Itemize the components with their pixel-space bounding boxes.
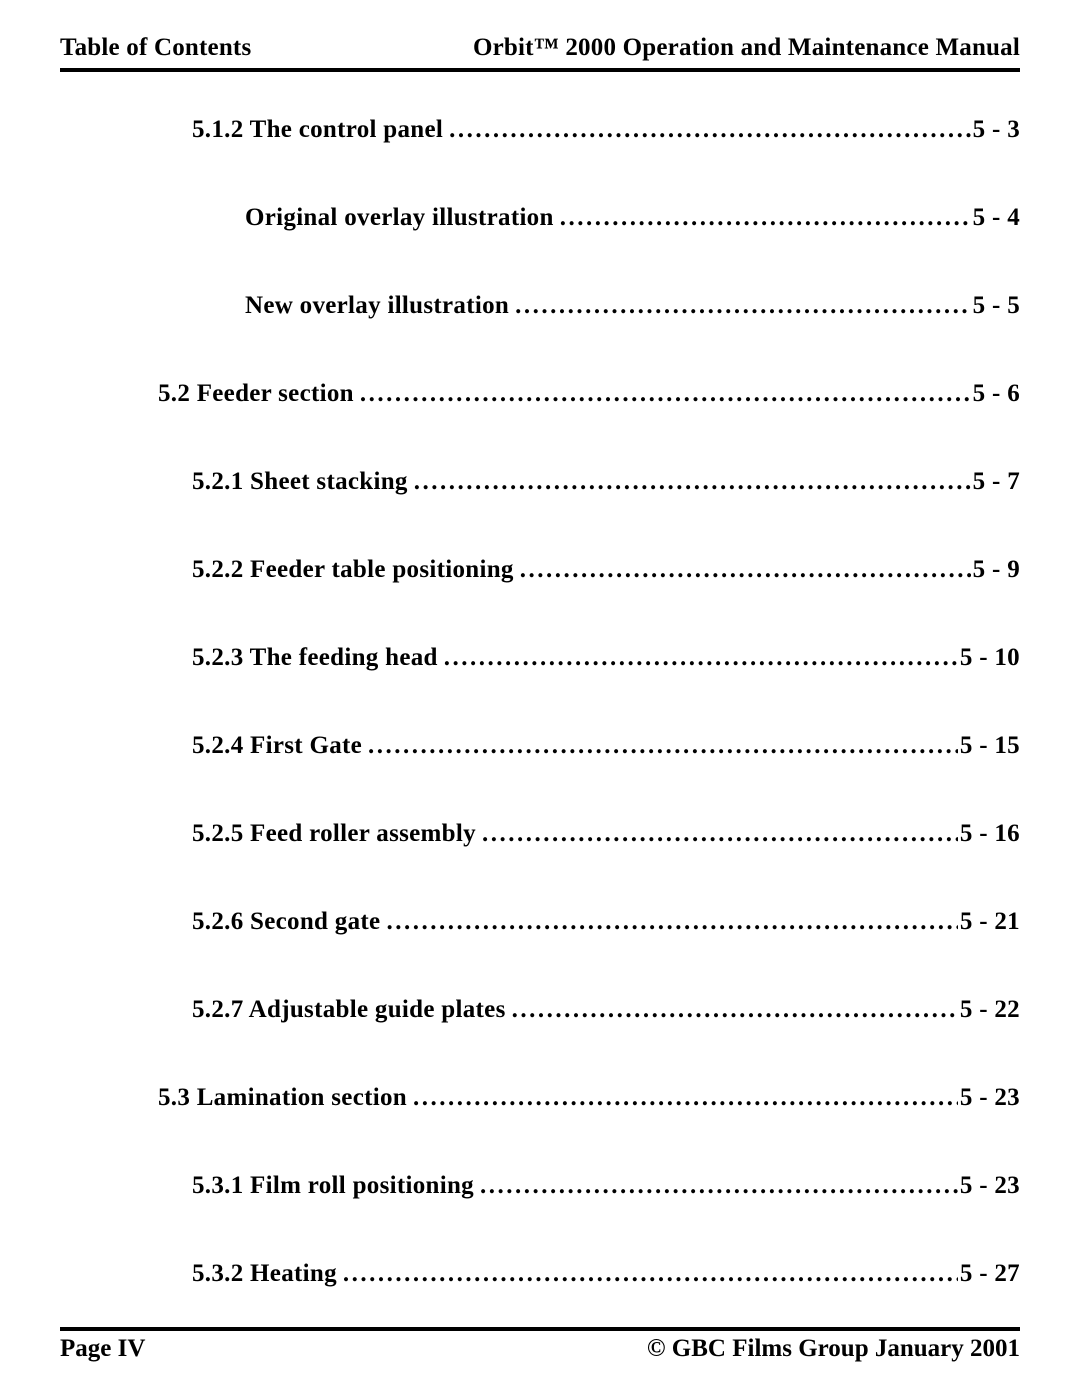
toc-entry-label: 5.2.7 Adjustable guide plates [192, 996, 512, 1024]
toc-dot-leader: ........................................… [413, 1084, 958, 1112]
toc-entry: 5.2.4 First Gate .......................… [60, 732, 1020, 760]
header-right: Orbit™ 2000 Operation and Maintenance Ma… [473, 34, 1020, 62]
toc-entry-page: 5 - 10 [958, 644, 1020, 672]
toc-entry-page: 5 - 23 [958, 1172, 1020, 1200]
toc-entry: 5.2.6 Second gate ......................… [60, 908, 1020, 936]
toc-entry: 5.2.7 Adjustable guide plates ..........… [60, 996, 1020, 1024]
toc-dot-leader: ........................................… [368, 732, 958, 760]
toc-entry-label: 5.2.3 The feeding head [192, 644, 444, 672]
toc-entry-label: Original overlay illustration [245, 204, 560, 232]
toc-entry: 5.2 Feeder section .....................… [60, 380, 1020, 408]
footer-right: © GBC Films Group January 2001 [647, 1335, 1020, 1363]
toc-entry: 5.3.1 Film roll positioning ............… [60, 1172, 1020, 1200]
table-of-contents: 5.1.2 The control panel ................… [60, 116, 1020, 1288]
toc-entry-page: 5 - 21 [958, 908, 1020, 936]
toc-dot-leader: ........................................… [515, 292, 971, 320]
toc-entry-page: 5 - 9 [971, 556, 1020, 584]
toc-entry-label: 5.3.2 Heating [192, 1260, 343, 1288]
toc-entry-label: 5.3.1 Film roll positioning [192, 1172, 480, 1200]
header-rule [60, 68, 1020, 72]
toc-entry-label: New overlay illustration [245, 292, 515, 320]
toc-dot-leader: ........................................… [480, 1172, 958, 1200]
toc-entry: 5.2.5 Feed roller assembly .............… [60, 820, 1020, 848]
footer-left: Page IV [60, 1335, 145, 1363]
toc-entry: 5.2.3 The feeding head .................… [60, 644, 1020, 672]
toc-dot-leader: ........................................… [482, 820, 958, 848]
toc-entry: Original overlay illustration ..........… [60, 204, 1020, 232]
toc-entry-label: 5.1.2 The control panel [192, 116, 449, 144]
toc-entry-page: 5 - 27 [958, 1260, 1020, 1288]
toc-entry-page: 5 - 5 [971, 292, 1020, 320]
toc-dot-leader: ........................................… [512, 996, 958, 1024]
toc-entry-page: 5 - 16 [958, 820, 1020, 848]
toc-entry-label: 5.2.6 Second gate [192, 908, 386, 936]
page-footer: Page IV © GBC Films Group January 2001 [60, 1321, 1020, 1363]
toc-entry-page: 5 - 3 [971, 116, 1020, 144]
toc-entry-page: 5 - 23 [958, 1084, 1020, 1112]
toc-entry-label: 5.2.5 Feed roller assembly [192, 820, 482, 848]
toc-entry-label: 5.2.1 Sheet stacking [192, 468, 414, 496]
toc-entry: New overlay illustration ...............… [60, 292, 1020, 320]
toc-entry-page: 5 - 4 [971, 204, 1020, 232]
toc-entry: 5.3.2 Heating ..........................… [60, 1260, 1020, 1288]
document-page: Table of Contents Orbit™ 2000 Operation … [0, 0, 1080, 1397]
toc-dot-leader: ........................................… [520, 556, 971, 584]
toc-entry-page: 5 - 15 [958, 732, 1020, 760]
toc-entry: 5.2.1 Sheet stacking ...................… [60, 468, 1020, 496]
toc-entry-page: 5 - 7 [971, 468, 1020, 496]
page-header: Table of Contents Orbit™ 2000 Operation … [60, 34, 1020, 62]
footer-rule [60, 1327, 1020, 1331]
toc-entry-label: 5.2.4 First Gate [192, 732, 368, 760]
toc-dot-leader: ........................................… [386, 908, 957, 936]
toc-entry-label: 5.3 Lamination section [158, 1084, 413, 1112]
toc-entry-page: 5 - 6 [971, 380, 1020, 408]
toc-entry-label: 5.2 Feeder section [158, 380, 360, 408]
toc-dot-leader: ........................................… [414, 468, 971, 496]
toc-dot-leader: ........................................… [560, 204, 971, 232]
toc-dot-leader: ........................................… [444, 644, 958, 672]
toc-dot-leader: ........................................… [360, 380, 971, 408]
toc-entry-label: 5.2.2 Feeder table positioning [192, 556, 520, 584]
toc-entry: 5.2.2 Feeder table positioning .........… [60, 556, 1020, 584]
toc-entry: 5.1.2 The control panel ................… [60, 116, 1020, 144]
toc-dot-leader: ........................................… [343, 1260, 958, 1288]
toc-entry-page: 5 - 22 [958, 996, 1020, 1024]
toc-entry: 5.3 Lamination section .................… [60, 1084, 1020, 1112]
header-left: Table of Contents [60, 34, 251, 62]
toc-dot-leader: ........................................… [449, 116, 971, 144]
